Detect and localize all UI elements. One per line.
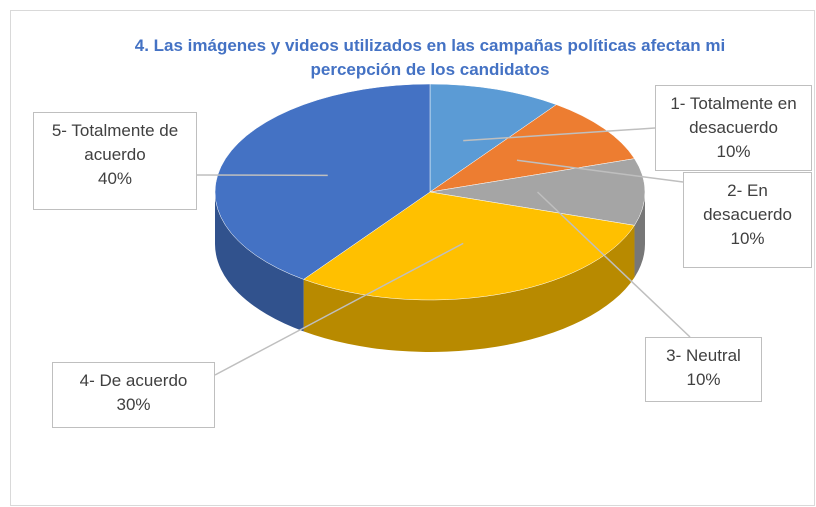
pie-slice	[303, 191, 635, 301]
category-label: 2- En desacuerdo	[703, 181, 792, 224]
value-label: 40%	[97, 169, 133, 188]
leader-line	[516, 159, 684, 183]
category-label: 1- Totalmente en desacuerdo	[670, 94, 797, 137]
leader-line	[214, 242, 464, 376]
data-label: 4- De acuerdo 30%	[52, 362, 215, 428]
data-label: 2- En desacuerdo 10%	[683, 172, 812, 268]
category-label: 4- De acuerdo	[79, 371, 188, 390]
chart-title: 4. Las imágenes y videos utilizados en l…	[134, 36, 726, 79]
pie-side	[303, 225, 635, 353]
category-label: 3- Neutral	[666, 346, 741, 365]
value-label: 10%	[730, 229, 765, 248]
data-label: 1- Totalmente en desacuerdo 10%	[655, 85, 812, 171]
pie-slice	[429, 104, 635, 193]
value-label: 30%	[116, 395, 151, 414]
pie-slice	[214, 83, 431, 280]
value-label: 10%	[686, 370, 721, 389]
leader-line	[463, 127, 656, 142]
pie-side	[634, 192, 645, 278]
data-label: 3- Neutral 10%	[645, 337, 762, 402]
category-label: 5- Totalmente de acuerdo	[51, 121, 179, 164]
value-label: 10%	[716, 142, 751, 161]
data-label: 5- Totalmente de acuerdo 40%	[33, 112, 197, 210]
pie-side	[215, 192, 304, 332]
leader-line	[536, 191, 691, 338]
